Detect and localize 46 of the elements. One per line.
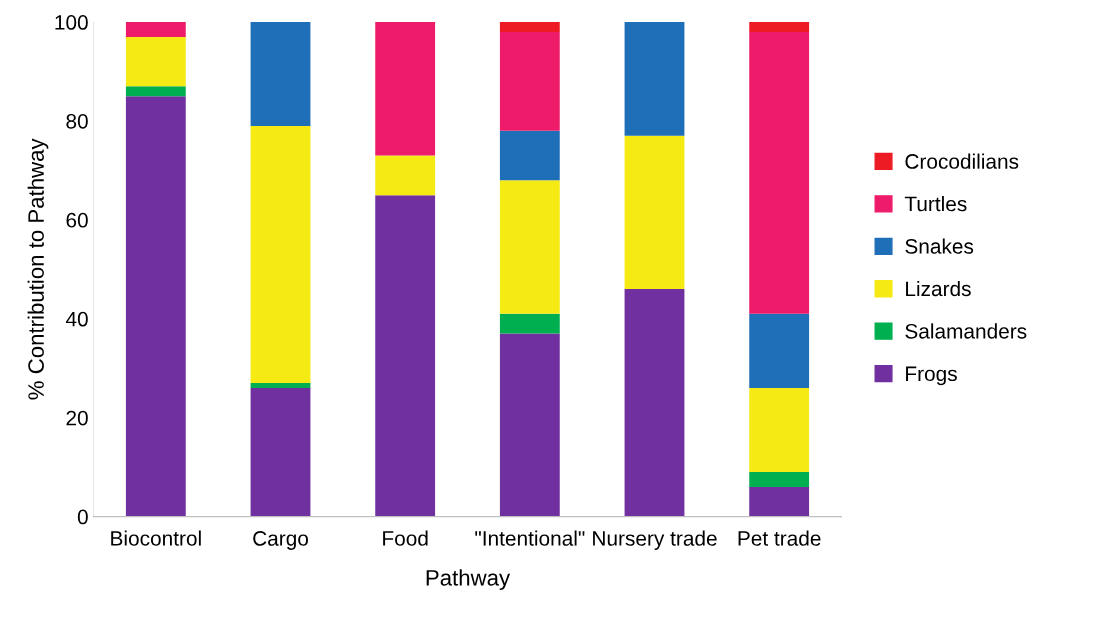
bar bbox=[499, 22, 560, 32]
legend-label: Lizards bbox=[906, 280, 971, 297]
bar bbox=[749, 486, 810, 517]
bar bbox=[499, 130, 560, 181]
x-tick-label: Pet trade bbox=[738, 530, 821, 546]
bar bbox=[375, 195, 436, 517]
bar bbox=[749, 472, 810, 487]
bar bbox=[499, 313, 560, 334]
legend-label: Snakes bbox=[905, 238, 974, 254]
y-tick-label: 100 bbox=[55, 15, 88, 30]
bar bbox=[624, 135, 685, 290]
bar bbox=[499, 31, 560, 131]
bar bbox=[375, 22, 436, 156]
bar bbox=[375, 155, 436, 196]
bar bbox=[250, 383, 311, 389]
x-tick-label: Food bbox=[383, 530, 428, 546]
bar bbox=[624, 22, 685, 136]
bar bbox=[749, 22, 810, 32]
bar bbox=[499, 333, 560, 517]
bar bbox=[250, 388, 311, 517]
y-tick-label: 80 bbox=[66, 113, 88, 129]
y-tick-label: 0 bbox=[77, 509, 88, 525]
x-tick-label: Nursery trade bbox=[593, 530, 717, 550]
bar bbox=[125, 22, 186, 37]
bar bbox=[749, 388, 810, 473]
legend-label: Crocodilians bbox=[905, 153, 1019, 169]
y-axis-title: % Contribution to Pathway bbox=[27, 138, 49, 400]
x-tick-label: Cargo bbox=[253, 531, 308, 550]
bar bbox=[624, 289, 685, 517]
x-tick-label: "Intentional" bbox=[475, 530, 585, 546]
bar bbox=[250, 22, 311, 126]
bar bbox=[749, 313, 810, 389]
bar bbox=[125, 36, 186, 87]
x-axis-title: Pathway bbox=[426, 569, 511, 591]
y-tick-label: 60 bbox=[66, 212, 88, 228]
bar bbox=[125, 86, 186, 97]
y-tick-label: 20 bbox=[66, 410, 88, 426]
legend-label: Frogs bbox=[906, 366, 957, 386]
bar bbox=[250, 125, 311, 384]
bar bbox=[125, 96, 186, 517]
x-tick-label: Biocontrol bbox=[111, 530, 201, 546]
bar bbox=[749, 31, 810, 314]
bar bbox=[499, 180, 560, 314]
legend-label: Turtles bbox=[904, 196, 967, 212]
legend-label: Salamanders bbox=[905, 323, 1027, 339]
y-tick-label: 40 bbox=[65, 311, 88, 327]
